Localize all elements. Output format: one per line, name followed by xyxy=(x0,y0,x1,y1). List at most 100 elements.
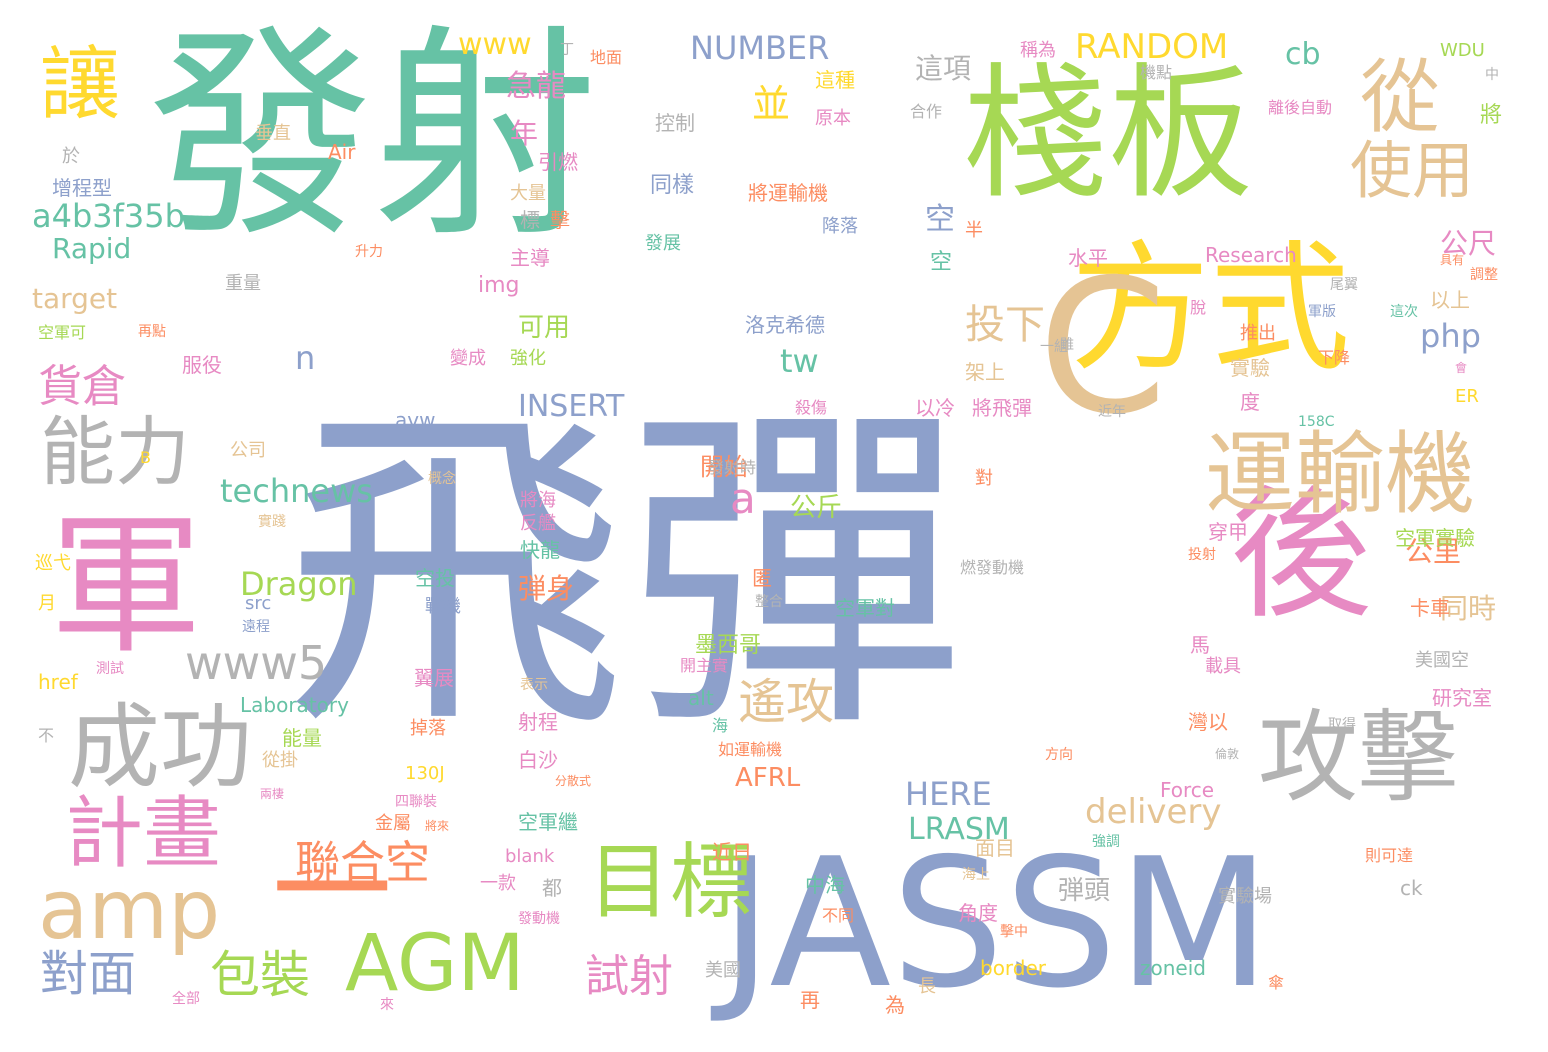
word: 從掛 xyxy=(262,750,298,771)
word: 後 xyxy=(1230,473,1372,638)
word: 對 xyxy=(975,468,993,489)
word: 弾身 xyxy=(518,572,575,605)
word: technews xyxy=(220,472,373,510)
word: 分散式 xyxy=(555,774,592,788)
word: 以上 xyxy=(1430,288,1470,312)
word: 方式 xyxy=(1070,228,1351,391)
word: 開主實 xyxy=(680,656,729,675)
word: 一組 xyxy=(1040,339,1068,355)
word: 空軍對 xyxy=(835,596,895,620)
word: 發動機 xyxy=(518,911,560,927)
word: 丁 xyxy=(560,42,574,58)
word: 角度 xyxy=(958,901,998,925)
word: 聯合空 xyxy=(295,836,431,889)
word: 美國空 xyxy=(1415,650,1469,671)
word: 水平 xyxy=(1068,246,1108,270)
word: Force xyxy=(1160,778,1215,802)
word: 四聯裝 xyxy=(395,794,437,810)
word: 升力 xyxy=(355,244,383,260)
word: 強化 xyxy=(510,348,546,369)
word: 具有 xyxy=(1440,253,1465,267)
word: 空軍可 xyxy=(38,323,87,342)
word: 戰機 xyxy=(425,596,461,617)
word: 於 xyxy=(62,146,80,167)
word: B xyxy=(140,448,151,467)
word: 空軍實驗 xyxy=(1395,526,1475,550)
word: 強調 xyxy=(1092,834,1120,850)
word: 遙攻 xyxy=(738,674,835,730)
word: 巡弋 xyxy=(35,553,71,574)
word: 不 xyxy=(38,726,55,745)
word: 來 xyxy=(380,997,394,1013)
word: ER xyxy=(1455,386,1479,407)
word: Laboratory xyxy=(240,693,349,717)
word: 大量 xyxy=(510,183,546,204)
word: 垂直 xyxy=(255,123,291,144)
word: 從 xyxy=(1360,51,1440,144)
word: ck xyxy=(1400,876,1423,900)
word: 洛克希德 xyxy=(745,313,825,337)
word: HERE xyxy=(905,775,992,813)
word: 並 xyxy=(752,82,791,126)
word: LRASM xyxy=(908,812,1010,847)
word: 投下 xyxy=(965,302,1045,348)
word: zoneid xyxy=(1140,956,1206,980)
word: 原本 xyxy=(815,108,851,129)
word: avw xyxy=(395,408,436,432)
word: 空軍繼 xyxy=(518,810,578,834)
word: AFRL xyxy=(735,763,801,793)
word: 以冷 xyxy=(915,396,955,420)
word: 金屬 xyxy=(375,813,411,834)
word: 穿甲 xyxy=(1208,520,1248,544)
word: 標 xyxy=(520,208,540,232)
word: 長 xyxy=(918,976,936,997)
word: 飛彈 xyxy=(285,377,965,773)
word: 推出 xyxy=(1240,323,1276,344)
word: 能量 xyxy=(282,726,322,750)
word: 表示 xyxy=(520,677,548,693)
word: blank xyxy=(505,846,555,867)
word: target xyxy=(32,282,118,315)
word: WDU xyxy=(1440,40,1485,61)
word: 變成 xyxy=(450,348,486,369)
word: src xyxy=(245,593,272,614)
word: 載具 xyxy=(1205,656,1241,677)
word: 實驗場 xyxy=(1218,886,1272,907)
word: 灣以 xyxy=(1188,710,1228,734)
word: 傘 xyxy=(1268,973,1285,992)
word: 運輸機 xyxy=(1205,422,1475,527)
word: 公里 xyxy=(1405,535,1462,568)
word: 攻擊 xyxy=(1258,699,1458,816)
word: php xyxy=(1420,317,1481,355)
word: 這種 xyxy=(815,68,855,92)
word: 發射 xyxy=(148,6,598,268)
word: 試射 xyxy=(585,951,673,1002)
word: 則可達 xyxy=(1365,846,1414,865)
word: 半 xyxy=(965,220,983,241)
word: 匿 xyxy=(752,566,772,590)
word: 成功 xyxy=(68,694,253,801)
word: 都 xyxy=(542,876,562,900)
word: 這次 xyxy=(1390,304,1418,320)
word: 降落 xyxy=(822,216,858,237)
word: 將來 xyxy=(425,819,450,833)
word: 馬 xyxy=(1190,633,1210,657)
word: tw xyxy=(780,342,819,380)
word: www xyxy=(458,27,532,62)
word: 引燃 xyxy=(538,150,578,174)
word: 倫敦 xyxy=(1215,747,1240,761)
word: NUMBER xyxy=(690,29,830,67)
word: 美國 xyxy=(705,960,741,981)
word: 可用 xyxy=(518,313,571,343)
word: 雖 xyxy=(1060,337,1074,353)
word: 控制 xyxy=(655,111,695,135)
word: 包裝 xyxy=(210,946,310,1004)
word: 脫 xyxy=(1190,298,1207,317)
word: 快龍 xyxy=(520,538,560,562)
word: 兩棲 xyxy=(260,787,285,801)
word: 架上 xyxy=(965,360,1005,384)
word: 擊 xyxy=(550,208,570,232)
word: 能力 xyxy=(40,408,191,496)
word: 空 xyxy=(930,250,953,275)
